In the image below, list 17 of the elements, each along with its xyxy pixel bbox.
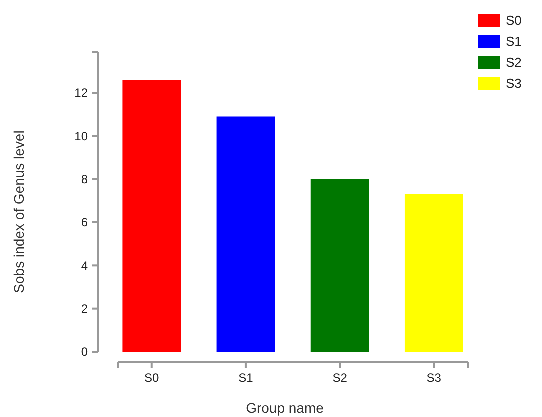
y-tick-label: 4: [81, 258, 88, 273]
y-tick-label: 2: [81, 302, 88, 316]
x-tick-label: S3: [426, 371, 442, 385]
y-tick-label: 0: [81, 345, 88, 360]
x-tick-label: S2: [332, 371, 348, 385]
legend-label: S2: [506, 55, 522, 70]
x-tick-label: S1: [238, 371, 254, 385]
legend-label: S0: [506, 13, 522, 28]
y-tick-label: 8: [81, 172, 88, 187]
legend-label: S1: [506, 34, 522, 49]
y-tick-label: 12: [74, 86, 88, 100]
x-axis-title: Group name: [246, 400, 324, 416]
y-tick-label: 6: [81, 216, 88, 230]
y-axis-title: Sobs index of Genus level: [11, 130, 27, 294]
x-tick-label: S0: [144, 371, 160, 385]
y-tick-label: 10: [74, 129, 88, 144]
legend-label: S3: [506, 76, 522, 91]
